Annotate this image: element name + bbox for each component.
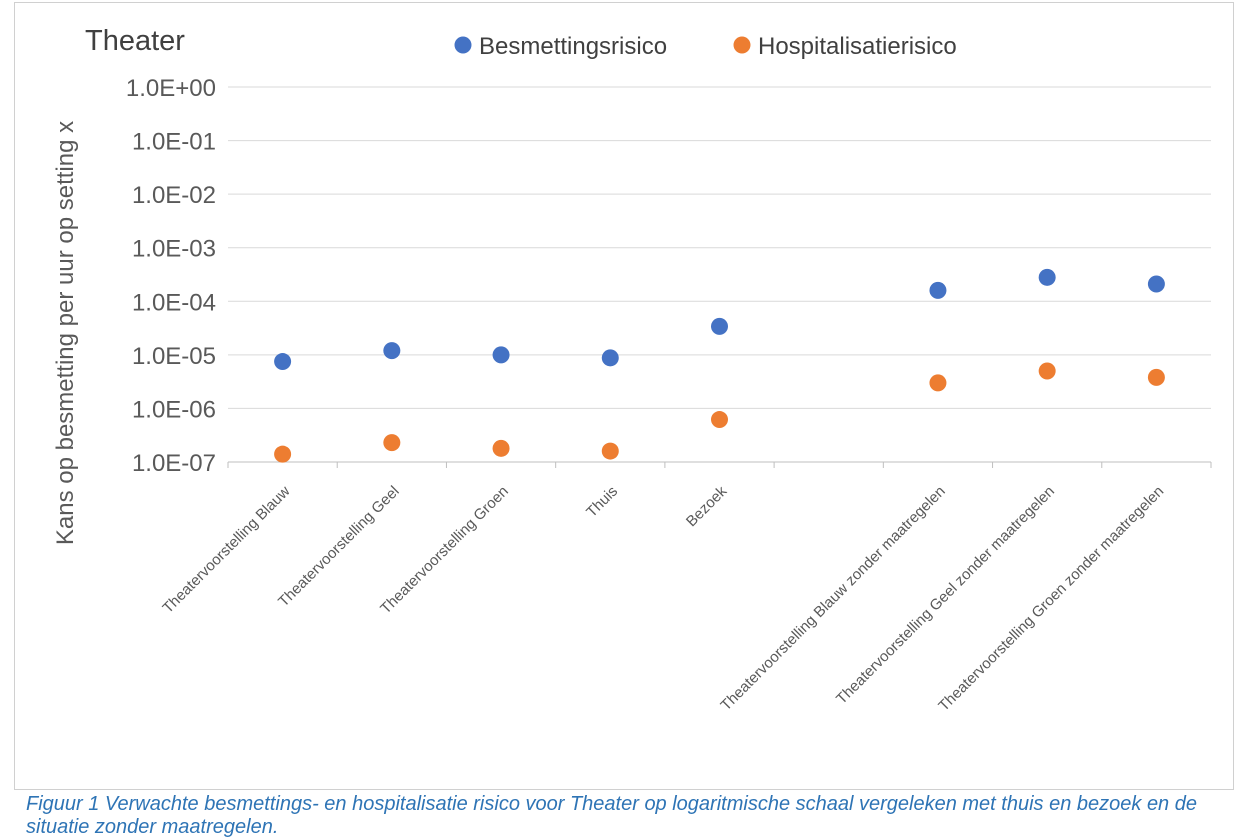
- x-tick-label: Theatervoorstelling Groen: [377, 483, 512, 618]
- y-tick-label: 1.0E-02: [132, 182, 216, 209]
- x-tick-label: Theatervoorstelling Blauw: [159, 483, 293, 617]
- chart-title: Theater: [85, 25, 185, 57]
- data-point-hospitalisatierisico: [711, 411, 728, 429]
- y-tick-label: 1.0E-07: [132, 450, 216, 477]
- x-tick-labels: Theatervoorstelling BlauwTheatervoorstel…: [159, 482, 1167, 714]
- data-point-hospitalisatierisico: [929, 374, 947, 392]
- y-tick-label: 1.0E-06: [132, 396, 216, 423]
- y-tick-label: 1.0E-05: [132, 343, 216, 370]
- chart-svg: 1.0E+00 1.0E-01 1.0E-02 1.0E-03 1.0E-04 1.0E-…: [52, 25, 1212, 715]
- data-point-hospitalisatierisico: [1147, 368, 1165, 386]
- y-tick-label: 1.0E-01: [132, 129, 216, 156]
- legend-label: Besmettingsrisico: [479, 33, 667, 60]
- x-tick-label: Theatervoorstelling Groen zonder maatreg…: [935, 483, 1167, 715]
- data-point-besmettingsrisico: [601, 349, 619, 367]
- y-tick-label: 1.0E-04: [132, 289, 216, 316]
- data-point-besmettingsrisico: [929, 281, 947, 299]
- legend: Besmettingsrisico Hospitalisatierisico: [454, 33, 957, 60]
- data-point-besmettingsrisico: [711, 317, 728, 335]
- legend-marker: [733, 36, 751, 54]
- data-point-besmettingsrisico: [492, 346, 510, 364]
- gridlines: [227, 86, 1212, 468]
- x-tick-label: Bezoek: [683, 482, 731, 530]
- legend-marker: [454, 36, 472, 54]
- data-point-besmettingsrisico: [1147, 275, 1165, 293]
- y-tick-label: 1.0E+00: [126, 75, 216, 102]
- x-tick-label: Theatervoorstelling Geel zonder maatrege…: [833, 483, 1058, 708]
- figure-caption: Figuur 1 Verwachte besmettings- en hospi…: [26, 793, 1197, 838]
- x-tick-label: Thuis: [583, 483, 621, 521]
- chart-frame: 1.0E+00 1.0E-01 1.0E-02 1.0E-03 1.0E-04 1.0E-…: [14, 2, 1234, 790]
- data-point-hospitalisatierisico: [383, 434, 401, 452]
- legend-label: Hospitalisatierisico: [758, 33, 957, 60]
- data-point-besmettingsrisico: [383, 342, 401, 360]
- y-tick-labels: 1.0E+00 1.0E-01 1.0E-02 1.0E-03 1.0E-04 1.0E-…: [126, 75, 216, 477]
- x-tick-label: Theatervoorstelling Blauw zonder maatreg…: [717, 483, 948, 714]
- data-point-hospitalisatierisico: [601, 442, 619, 460]
- x-tick-label: Theatervoorstelling Geel: [275, 483, 403, 611]
- y-axis-label: Kans op besmetting per uur op setting x: [52, 121, 79, 545]
- data-point-hospitalisatierisico: [274, 445, 292, 463]
- data-point-besmettingsrisico: [274, 353, 292, 371]
- data-point-hospitalisatierisico: [492, 439, 510, 457]
- data-point-hospitalisatierisico: [1038, 362, 1056, 380]
- data-points: [274, 268, 1165, 463]
- data-point-besmettingsrisico: [1038, 268, 1056, 286]
- y-tick-label: 1.0E-03: [132, 236, 216, 263]
